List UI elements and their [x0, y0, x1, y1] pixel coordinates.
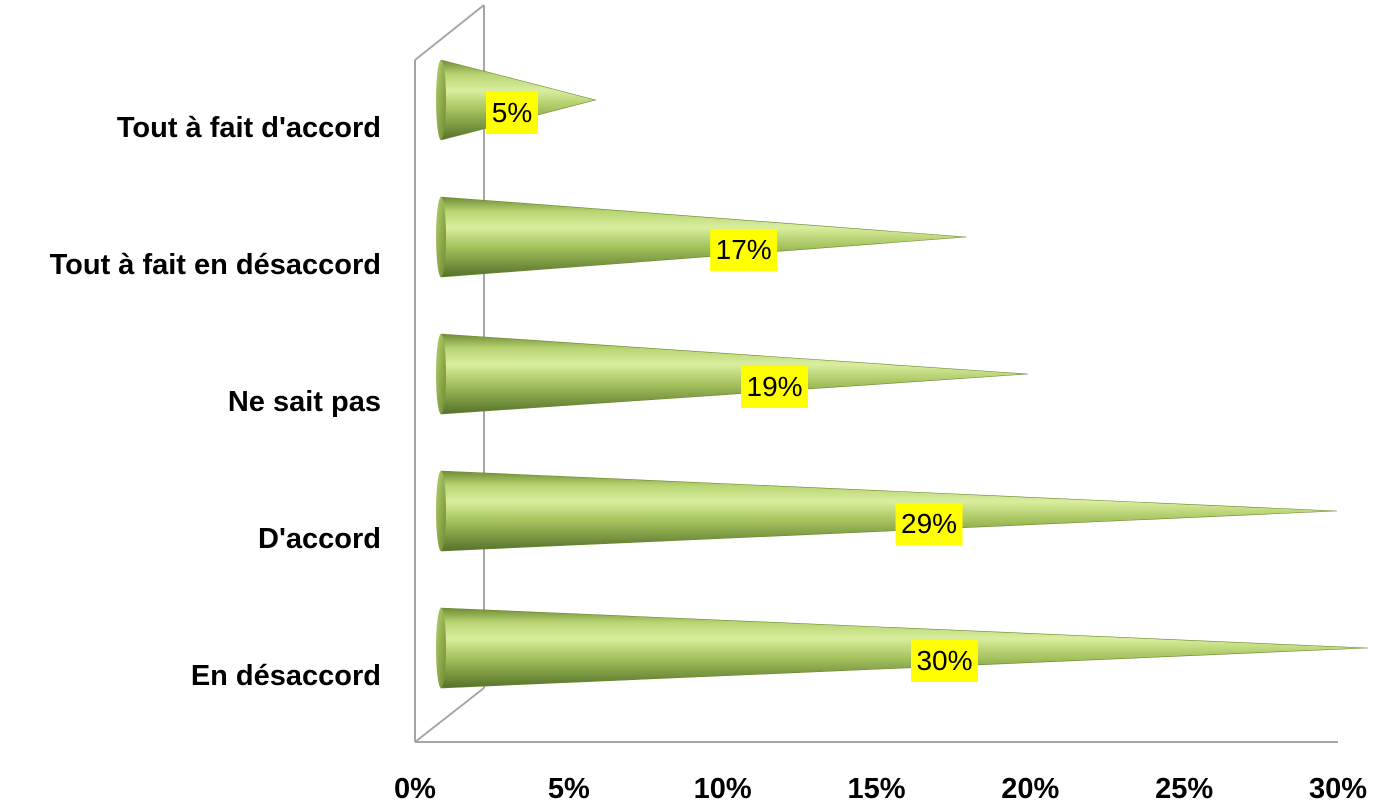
cone-bar [436, 333, 1029, 415]
x-tick-label: 20% [1001, 773, 1059, 805]
cone-bar [436, 470, 1338, 552]
cone-base [436, 334, 446, 414]
data-label: 29% [895, 503, 963, 545]
data-label-text: 19% [747, 371, 803, 402]
cone-base [436, 197, 446, 277]
cone-bar [436, 607, 1369, 689]
category-label: Tout à fait en désaccord [50, 249, 381, 281]
category-labels: Tout à fait d'accord Tout à fait en désac… [50, 112, 381, 692]
cone-series [436, 59, 1369, 689]
cone-body [440, 196, 967, 278]
x-tick-label: 30% [1309, 773, 1367, 805]
data-label-text: 17% [716, 234, 772, 265]
cone-base [436, 471, 446, 551]
data-label-text: 29% [901, 508, 957, 539]
x-tick-label: 5% [548, 773, 590, 805]
category-label: Ne sait pas [228, 386, 381, 418]
cone-body [440, 607, 1369, 689]
data-label-text: 5% [492, 97, 532, 128]
data-label: 5% [486, 92, 538, 134]
category-label: D'accord [258, 523, 381, 555]
data-label-background [710, 229, 778, 271]
data-label-text: 30% [916, 645, 972, 676]
data-label-background [486, 92, 538, 134]
cone-body [440, 333, 1029, 415]
x-axis-tick-labels: 0% 5% 10% 15% 20% 25% 30% [394, 773, 1367, 805]
side-wall-top-line [414, 4, 485, 61]
x-tick-label: 0% [394, 773, 436, 805]
data-label: 30% [911, 640, 978, 682]
x-tick-label: 15% [847, 773, 905, 805]
x-tick-label: 10% [694, 773, 752, 805]
category-label: En désaccord [191, 660, 381, 692]
data-label: 19% [741, 366, 809, 408]
cone-bar [436, 196, 967, 278]
category-label: Tout à fait d'accord [117, 112, 381, 144]
data-label: 17% [710, 229, 778, 271]
data-label-background [895, 503, 963, 545]
floor-diagonal-line [414, 687, 485, 743]
cone-base [436, 60, 446, 140]
x-tick-label: 25% [1155, 773, 1213, 805]
data-label-background [911, 640, 978, 682]
cone-body [440, 470, 1338, 552]
data-labels: 5% 17% 19% 29% 30% [486, 92, 978, 682]
data-label-background [741, 366, 809, 408]
cone-base [436, 608, 446, 688]
